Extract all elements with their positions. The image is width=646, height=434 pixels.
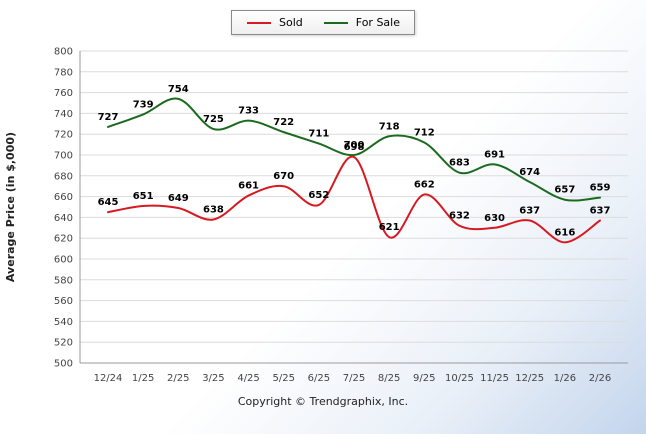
for-sale-point-label: 674 — [519, 167, 540, 178]
sold-line-swatch — [247, 21, 271, 24]
y-axis-title: Average Price (in $,000) — [4, 132, 17, 282]
y-tick-label: 540 — [54, 317, 73, 328]
for-sale-point-label: 739 — [133, 99, 154, 110]
sold-point-label: 698 — [344, 142, 365, 153]
y-tick-label: 560 — [54, 296, 73, 307]
x-tick-label: 12/24 — [94, 373, 123, 384]
x-tick-label: 10/25 — [445, 373, 474, 384]
legend-label-for-sale: For Sale — [355, 16, 400, 29]
for-sale-point-label: 711 — [308, 129, 329, 140]
x-tick-label: 2/25 — [167, 373, 189, 384]
sold-point-label: 670 — [273, 171, 294, 182]
y-tick-label: 520 — [54, 338, 73, 349]
sold-point-label: 649 — [168, 193, 189, 204]
y-tick-label: 740 — [54, 109, 73, 120]
for-sale-point-label: 727 — [98, 112, 119, 123]
sold-point-label: 637 — [519, 206, 540, 217]
for-sale-point-label: 691 — [484, 149, 505, 160]
x-tick-label: 11/25 — [480, 373, 509, 384]
y-tick-label: 580 — [54, 275, 73, 286]
legend-item-for-sale: For Sale — [323, 16, 400, 29]
x-tick-label: 6/25 — [308, 373, 330, 384]
sold-point-label: 616 — [554, 227, 575, 238]
y-tick-label: 780 — [54, 67, 73, 78]
y-tick-label: 660 — [54, 192, 73, 203]
y-tick-label: 500 — [54, 359, 73, 370]
sold-line — [107, 156, 601, 244]
legend-label-sold: Sold — [279, 16, 303, 29]
y-tick-label: 600 — [54, 255, 73, 266]
for-sale-point-label: 722 — [273, 117, 294, 128]
for-sale-point-label: 700 — [344, 140, 365, 151]
copyright-text: Copyright © Trendgraphix, Inc. — [237, 395, 409, 408]
chart-canvas: 500 520 540 560 580 600 620 640 660 680 700 720 740 7… — [4, 47, 628, 384]
x-tick-label: 12/25 — [515, 373, 544, 384]
sold-point-label: 651 — [133, 191, 154, 202]
legend-box: Sold For Sale — [231, 10, 415, 35]
y-tick-label: 800 — [54, 47, 73, 58]
chart-legend: Sold For Sale — [0, 10, 646, 35]
sold-point-label: 621 — [379, 222, 400, 233]
x-tick-label: 3/25 — [202, 373, 224, 384]
sold-point-label: 632 — [449, 211, 470, 222]
for-sale-line-swatch — [323, 21, 348, 24]
sold-point-label: 638 — [203, 204, 224, 215]
x-tick-label: 4/25 — [237, 373, 259, 384]
for-sale-point-label: 657 — [554, 185, 575, 196]
sold-point-label: 661 — [238, 181, 259, 192]
x-tick-label: 1/26 — [554, 373, 576, 384]
for-sale-point-label: 712 — [414, 128, 435, 139]
x-tick-label: 5/25 — [272, 373, 294, 384]
x-tick-label: 1/25 — [132, 373, 154, 384]
for-sale-point-label: 718 — [379, 121, 400, 132]
x-tick-label: 2/26 — [589, 373, 611, 384]
sold-point-label: 630 — [484, 213, 505, 224]
sold-point-label: 652 — [308, 190, 329, 201]
legend-item-sold: Sold — [246, 16, 303, 29]
y-tick-label: 720 — [54, 130, 73, 141]
x-tick-label: 9/25 — [413, 373, 435, 384]
y-tick-label: 760 — [54, 88, 73, 99]
y-tick-label: 680 — [54, 171, 73, 182]
for-sale-point-label: 725 — [203, 114, 224, 125]
for-sale-point-label: 659 — [590, 183, 611, 194]
x-tick-label: 7/25 — [343, 373, 365, 384]
for-sale-line — [107, 97, 601, 202]
sold-point-label: 637 — [590, 206, 611, 217]
x-tick-label: 8/25 — [378, 373, 400, 384]
y-tick-label: 640 — [54, 213, 73, 224]
for-sale-point-label: 754 — [168, 84, 189, 95]
y-tick-label: 700 — [54, 151, 73, 162]
sold-point-label: 645 — [98, 197, 119, 208]
for-sale-point-label: 683 — [449, 158, 470, 169]
sold-point-label: 662 — [414, 180, 435, 191]
for-sale-point-label: 733 — [238, 106, 259, 117]
y-tick-label: 620 — [54, 234, 73, 245]
